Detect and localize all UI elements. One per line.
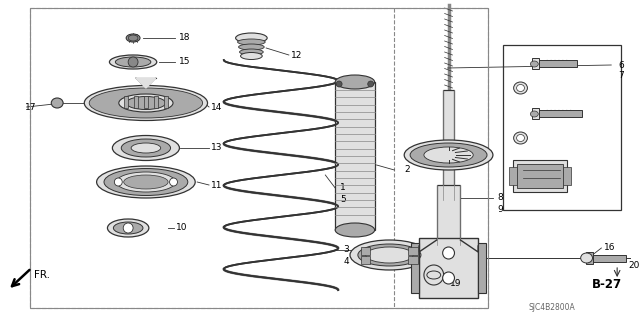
Ellipse shape: [358, 244, 421, 266]
Ellipse shape: [404, 140, 493, 170]
Ellipse shape: [580, 253, 593, 263]
Ellipse shape: [350, 240, 429, 270]
Bar: [360, 247, 371, 255]
Ellipse shape: [113, 136, 179, 160]
Ellipse shape: [51, 98, 63, 108]
Circle shape: [336, 81, 342, 87]
Bar: [124, 96, 128, 108]
Ellipse shape: [335, 223, 374, 237]
Bar: [164, 96, 168, 108]
Bar: [408, 256, 419, 263]
Text: 8: 8: [498, 194, 504, 203]
Bar: [360, 256, 371, 263]
Bar: [335, 82, 374, 230]
Bar: [134, 96, 138, 108]
Ellipse shape: [124, 175, 168, 189]
Bar: [478, 243, 486, 293]
Ellipse shape: [104, 168, 188, 196]
Bar: [538, 60, 577, 67]
Ellipse shape: [121, 139, 170, 157]
Ellipse shape: [531, 111, 538, 117]
Text: 10: 10: [175, 224, 187, 233]
Text: 18: 18: [179, 33, 191, 42]
Ellipse shape: [365, 247, 413, 263]
Ellipse shape: [128, 35, 138, 41]
Bar: [532, 108, 540, 119]
Text: 11: 11: [211, 181, 223, 189]
Text: 19: 19: [449, 279, 461, 288]
Ellipse shape: [126, 97, 166, 109]
Ellipse shape: [108, 219, 149, 237]
Circle shape: [424, 265, 444, 285]
Ellipse shape: [516, 85, 524, 92]
Polygon shape: [136, 78, 156, 88]
Ellipse shape: [236, 33, 267, 43]
Bar: [563, 167, 571, 185]
Bar: [443, 90, 454, 200]
Circle shape: [124, 223, 133, 233]
Text: 7: 7: [618, 71, 624, 80]
Text: 9: 9: [498, 205, 504, 214]
Text: 20: 20: [628, 261, 639, 270]
Ellipse shape: [531, 61, 538, 67]
Ellipse shape: [126, 34, 140, 42]
Ellipse shape: [237, 39, 265, 45]
Ellipse shape: [113, 222, 143, 234]
Ellipse shape: [89, 88, 203, 118]
Bar: [154, 96, 157, 108]
Bar: [411, 243, 419, 293]
Bar: [591, 255, 626, 262]
Bar: [516, 164, 563, 188]
Circle shape: [368, 81, 374, 87]
Bar: [586, 252, 593, 264]
Text: 5: 5: [340, 196, 346, 204]
Text: 17: 17: [25, 102, 36, 112]
Text: 13: 13: [211, 144, 223, 152]
Text: 12: 12: [291, 50, 302, 60]
Text: 1: 1: [340, 183, 346, 192]
Bar: [532, 58, 540, 69]
Bar: [513, 160, 567, 192]
Circle shape: [170, 178, 177, 186]
Text: SJC4B2800A: SJC4B2800A: [529, 303, 575, 313]
Text: FR.: FR.: [33, 270, 49, 280]
Bar: [538, 110, 582, 117]
Ellipse shape: [516, 135, 524, 142]
Ellipse shape: [239, 44, 264, 50]
Ellipse shape: [119, 94, 173, 112]
Bar: [509, 167, 516, 185]
Circle shape: [443, 247, 454, 259]
Ellipse shape: [514, 132, 527, 144]
Ellipse shape: [84, 85, 207, 121]
Ellipse shape: [410, 143, 487, 167]
Bar: [503, 45, 621, 210]
Text: 14: 14: [211, 102, 222, 112]
Circle shape: [443, 272, 454, 284]
Text: 6: 6: [618, 61, 624, 70]
Bar: [436, 185, 460, 245]
Ellipse shape: [97, 166, 195, 198]
Text: 4: 4: [343, 257, 349, 266]
Bar: [29, 8, 488, 308]
Text: 16: 16: [604, 243, 616, 253]
Ellipse shape: [424, 147, 473, 163]
Bar: [144, 96, 148, 108]
Circle shape: [128, 57, 138, 67]
Ellipse shape: [239, 49, 263, 55]
Bar: [419, 238, 478, 298]
Ellipse shape: [335, 75, 374, 89]
Ellipse shape: [116, 172, 175, 192]
Ellipse shape: [241, 53, 262, 60]
Ellipse shape: [514, 82, 527, 94]
Text: 15: 15: [179, 57, 191, 66]
Ellipse shape: [109, 55, 157, 69]
Bar: [408, 247, 419, 255]
Text: B-27: B-27: [591, 278, 621, 292]
Text: 2: 2: [404, 166, 410, 174]
Ellipse shape: [115, 57, 151, 67]
Circle shape: [115, 178, 122, 186]
Ellipse shape: [131, 143, 161, 153]
Text: 3: 3: [343, 246, 349, 255]
